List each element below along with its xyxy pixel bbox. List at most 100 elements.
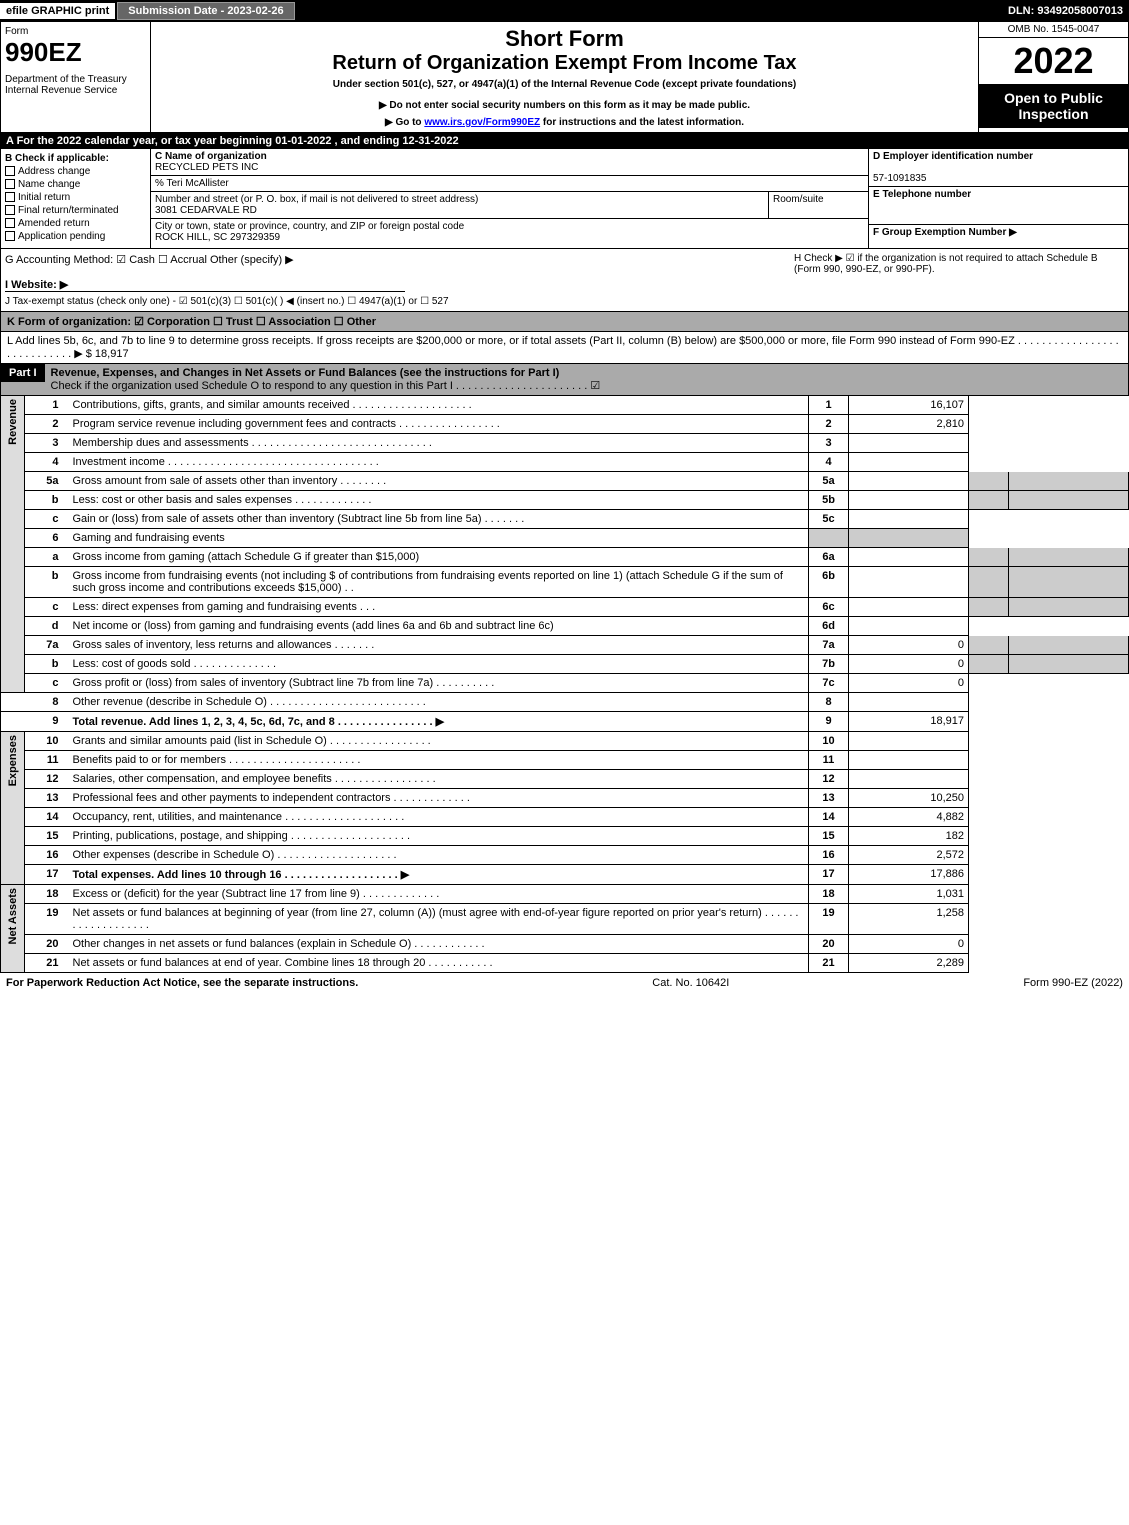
chk-amended-return[interactable]: [5, 218, 15, 228]
row-text: Contributions, gifts, grants, and simila…: [69, 396, 809, 415]
note2-pre: ▶ Go to: [385, 117, 424, 128]
row-ref: 15: [809, 827, 849, 846]
chk-name-change[interactable]: [5, 179, 15, 189]
row-text: Gross sales of inventory, less returns a…: [73, 639, 375, 651]
chk-application-pending[interactable]: [5, 231, 15, 241]
row-ref: 18: [809, 885, 849, 904]
row-num: 13: [25, 789, 69, 808]
box-num: 5a: [809, 472, 849, 491]
row-ref: 17: [809, 865, 849, 885]
chk-final-return[interactable]: [5, 205, 15, 215]
row-text: Gross profit or (loss) from sales of inv…: [69, 674, 809, 693]
row-num: 17: [25, 865, 69, 885]
row-text: Net income or (loss) from gaming and fun…: [69, 617, 809, 636]
row-text: Total expenses. Add lines 10 through 16 …: [69, 865, 809, 885]
row-text: Gross income from gaming (attach Schedul…: [73, 551, 420, 563]
row-text: Occupancy, rent, utilities, and maintena…: [69, 808, 809, 827]
row-val: 10,250: [849, 789, 969, 808]
row-num: 20: [25, 935, 69, 954]
row-ref: 6d: [809, 617, 849, 636]
row-num: 2: [25, 415, 69, 434]
box-val: [849, 567, 969, 598]
city-value: ROCK HILL, SC 297329359: [155, 232, 280, 243]
row-val: 16,107: [849, 396, 969, 415]
section-def: D Employer identification number 57-1091…: [868, 149, 1128, 248]
row-num: c: [25, 674, 69, 693]
box-num: 6c: [809, 598, 849, 617]
paperwork-notice: For Paperwork Reduction Act Notice, see …: [6, 977, 358, 989]
form-header: Form 990EZ Department of the Treasury In…: [0, 22, 1129, 133]
form-number: 990EZ: [5, 37, 146, 68]
row-text: Less: cost of goods sold . . . . . . . .…: [73, 658, 277, 670]
row-text: Excess or (deficit) for the year (Subtra…: [69, 885, 809, 904]
omb-number: OMB No. 1545-0047: [979, 22, 1128, 38]
row-num: b: [25, 567, 69, 598]
side-revenue: Revenue: [7, 399, 19, 445]
submission-date: Submission Date - 2023-02-26: [117, 2, 294, 20]
side-expenses: Expenses: [7, 735, 19, 786]
section-gh: G Accounting Method: ☑ Cash ☐ Accrual Ot…: [0, 249, 1129, 312]
accounting-method: G Accounting Method: ☑ Cash ☐ Accrual Ot…: [5, 253, 784, 266]
tax-exempt-status: J Tax-exempt status (check only one) - ☑…: [5, 296, 784, 307]
row-text: Salaries, other compensation, and employ…: [69, 770, 809, 789]
row-text: Gross income from fundraising events (no…: [73, 570, 783, 594]
form-word: Form: [5, 26, 146, 37]
opt-application-pending: Application pending: [18, 231, 105, 242]
row-num: 18: [25, 885, 69, 904]
chk-initial-return[interactable]: [5, 192, 15, 202]
row-ref: 16: [809, 846, 849, 865]
row-val: 1,258: [849, 904, 969, 935]
row-num: 9: [25, 712, 69, 732]
row-text: Membership dues and assessments . . . . …: [69, 434, 809, 453]
irs-link[interactable]: www.irs.gov/Form990EZ: [424, 117, 540, 128]
chk-address-change[interactable]: [5, 166, 15, 176]
row-val: 2,289: [849, 954, 969, 973]
subtitle: Under section 501(c), 527, or 4947(a)(1)…: [155, 79, 974, 90]
department-label: Department of the Treasury Internal Reve…: [5, 74, 146, 96]
addr-label: Number and street (or P. O. box, if mail…: [155, 194, 478, 205]
row-text: Net assets or fund balances at beginning…: [69, 904, 809, 935]
row-val: 2,572: [849, 846, 969, 865]
ein-value: 57-1091835: [873, 173, 926, 184]
row-text: Printing, publications, postage, and shi…: [69, 827, 809, 846]
row-val: [849, 453, 969, 472]
part-i-sub: Check if the organization used Schedule …: [51, 380, 601, 392]
street-address: 3081 CEDARVALE RD: [155, 205, 257, 216]
row-val: [849, 617, 969, 636]
row-val: [849, 693, 969, 712]
row-num: 7a: [25, 636, 69, 655]
ssn-note: ▶ Do not enter social security numbers o…: [155, 100, 974, 111]
opt-address-change: Address change: [18, 166, 90, 177]
row-num: 16: [25, 846, 69, 865]
row-num: 10: [25, 732, 69, 751]
top-bar: efile GRAPHIC print Submission Date - 20…: [0, 0, 1129, 22]
row-num: 8: [25, 693, 69, 712]
row-val: [849, 751, 969, 770]
cat-number: Cat. No. 10642I: [652, 977, 729, 989]
opt-final-return: Final return/terminated: [18, 205, 119, 216]
section-b: B Check if applicable: Address change Na…: [1, 149, 151, 248]
open-inspection: Open to Public Inspection: [979, 84, 1128, 128]
row-num: 12: [25, 770, 69, 789]
part-i-label: Part I: [1, 364, 45, 382]
row-text: Gross amount from sale of assets other t…: [73, 475, 387, 487]
opt-name-change: Name change: [18, 179, 80, 190]
row-text: Benefits paid to or for members . . . . …: [69, 751, 809, 770]
box-num: 5b: [809, 491, 849, 510]
row-num: 4: [25, 453, 69, 472]
row-text: Total revenue. Add lines 1, 2, 3, 4, 5c,…: [69, 712, 809, 732]
box-val: [849, 491, 969, 510]
row-num: 15: [25, 827, 69, 846]
row-val: 17,886: [849, 865, 969, 885]
row-ref: 7c: [809, 674, 849, 693]
l-line: L Add lines 5b, 6c, and 7b to line 9 to …: [0, 332, 1129, 364]
row-text: Other expenses (describe in Schedule O) …: [69, 846, 809, 865]
box-val: [849, 598, 969, 617]
row-val: [849, 510, 969, 529]
row-ref: 14: [809, 808, 849, 827]
row-val: 182: [849, 827, 969, 846]
row-val: 0: [849, 674, 969, 693]
row-text: Other changes in net assets or fund bala…: [69, 935, 809, 954]
c-name-label: C Name of organization: [155, 151, 267, 162]
revenue-table: Revenue 1Contributions, gifts, grants, a…: [0, 396, 1129, 973]
